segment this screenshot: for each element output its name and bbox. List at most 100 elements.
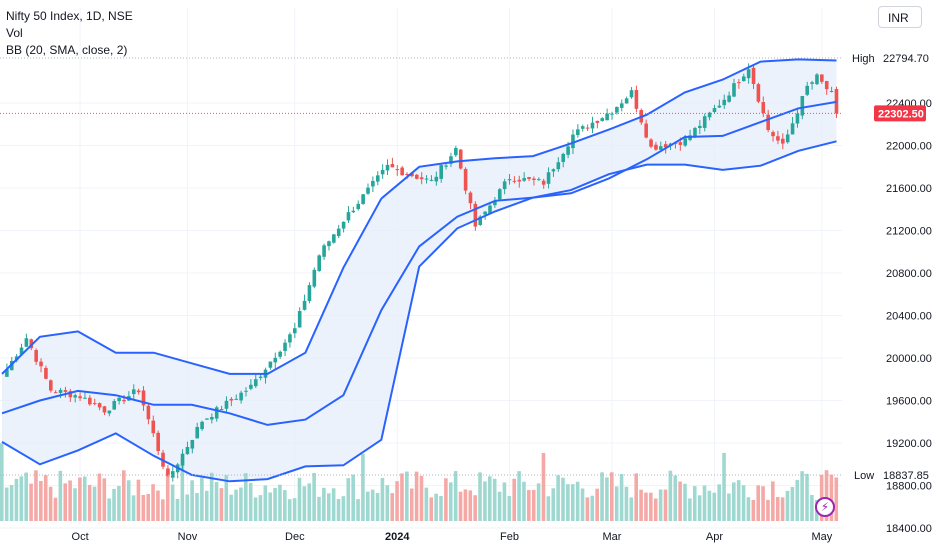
volume-bar <box>673 475 678 521</box>
candle-body <box>776 136 780 141</box>
candle-body <box>312 269 317 287</box>
candle-body <box>600 118 605 121</box>
volume-bar <box>195 493 199 521</box>
candle-body <box>722 99 727 106</box>
volume-bar <box>161 499 165 521</box>
candle-body <box>415 174 419 179</box>
volume-bar <box>561 477 565 521</box>
volume-bar <box>522 481 526 521</box>
volume-bar <box>824 470 829 521</box>
volume-bar <box>614 486 619 521</box>
candle-body <box>302 300 307 310</box>
candle-body <box>131 389 136 395</box>
candle-body <box>419 177 424 180</box>
y-tick-label: 20800.00 <box>886 268 932 280</box>
volume-bar <box>644 492 648 521</box>
candle-body <box>97 403 102 408</box>
candle-body <box>619 103 624 108</box>
currency-button[interactable]: INR <box>878 6 922 28</box>
last-price-value: 22302.50 <box>878 108 924 120</box>
candle-body <box>400 167 404 176</box>
candle-body <box>610 113 614 115</box>
candle-body <box>644 123 648 138</box>
candle-body <box>229 398 234 401</box>
candle-body <box>712 108 717 113</box>
candle-body <box>541 180 546 185</box>
candle-body <box>73 395 77 398</box>
candle-body <box>151 420 156 434</box>
candle-body <box>180 453 185 466</box>
volume-bar <box>527 489 531 521</box>
volume-bar <box>117 485 121 521</box>
volume-bar <box>702 485 707 521</box>
candle-body <box>424 178 429 180</box>
volume-bar <box>507 496 512 521</box>
candle-body <box>112 401 117 410</box>
volume-bar <box>497 491 502 521</box>
candle-body <box>268 361 273 368</box>
bollinger-bands-label[interactable]: BB (20, SMA, close, 2) <box>6 43 128 57</box>
y-tick-label: 21200.00 <box>886 226 932 238</box>
volume-bar <box>536 483 541 521</box>
volume-bar <box>248 482 253 521</box>
candle-body <box>385 164 390 171</box>
candle-body <box>693 128 697 137</box>
candle-body <box>58 389 63 393</box>
candle-body <box>634 90 639 109</box>
volume-bar <box>531 489 536 521</box>
lightning-icon[interactable]: ⚡ <box>815 497 835 517</box>
volume-bar <box>9 485 14 521</box>
candle-body <box>19 347 24 355</box>
volume-bar <box>585 497 590 521</box>
candle-body <box>410 172 414 177</box>
candle-body <box>307 285 312 301</box>
volume-bar <box>829 474 834 521</box>
candle-body <box>556 162 561 170</box>
y-tick-label: 18800.00 <box>886 481 932 493</box>
volume-bar <box>424 487 429 521</box>
y-tick-label: 22000.00 <box>886 141 932 153</box>
volume-bar <box>370 489 375 521</box>
volume-bar <box>385 485 390 521</box>
volume-bar <box>761 486 765 521</box>
candle-body <box>580 126 585 129</box>
candle-body <box>332 234 336 243</box>
candle-body <box>371 180 375 187</box>
volume-bar <box>771 481 775 521</box>
volume-bar <box>229 494 233 521</box>
candle-body <box>478 216 483 225</box>
volume-bar <box>780 497 785 521</box>
volume-bar <box>683 483 687 521</box>
candle-body <box>136 390 141 393</box>
volume-bar <box>283 490 287 521</box>
candle-body <box>34 350 38 362</box>
candle-body <box>53 392 58 394</box>
volume-bar <box>580 488 585 521</box>
bollinger-lower-line <box>1 140 837 483</box>
candle-body <box>63 390 68 392</box>
candle-body <box>356 203 361 210</box>
candle-body <box>483 211 487 215</box>
volume-bar <box>112 488 116 521</box>
x-tick-label: Feb <box>500 531 519 543</box>
candle-body <box>488 205 492 214</box>
candle-body <box>205 418 209 420</box>
volume-bar <box>341 496 346 521</box>
volume-bar <box>697 495 702 521</box>
volume-bar <box>0 443 4 521</box>
candle-body <box>785 134 790 143</box>
volume-bar <box>258 495 263 521</box>
volume-bar <box>102 478 107 521</box>
bollinger-upper-line <box>1 58 837 375</box>
volume-bar <box>429 497 434 521</box>
volume-bar <box>678 481 682 521</box>
volume-bar <box>414 471 419 521</box>
candle-body <box>493 201 497 206</box>
candle-body <box>122 399 126 402</box>
volume-indicator-label[interactable]: Vol <box>6 26 23 40</box>
volume-bar <box>434 493 438 521</box>
candle-body <box>210 417 214 420</box>
volume-bar <box>53 497 58 521</box>
bollinger-fill <box>2 59 837 482</box>
